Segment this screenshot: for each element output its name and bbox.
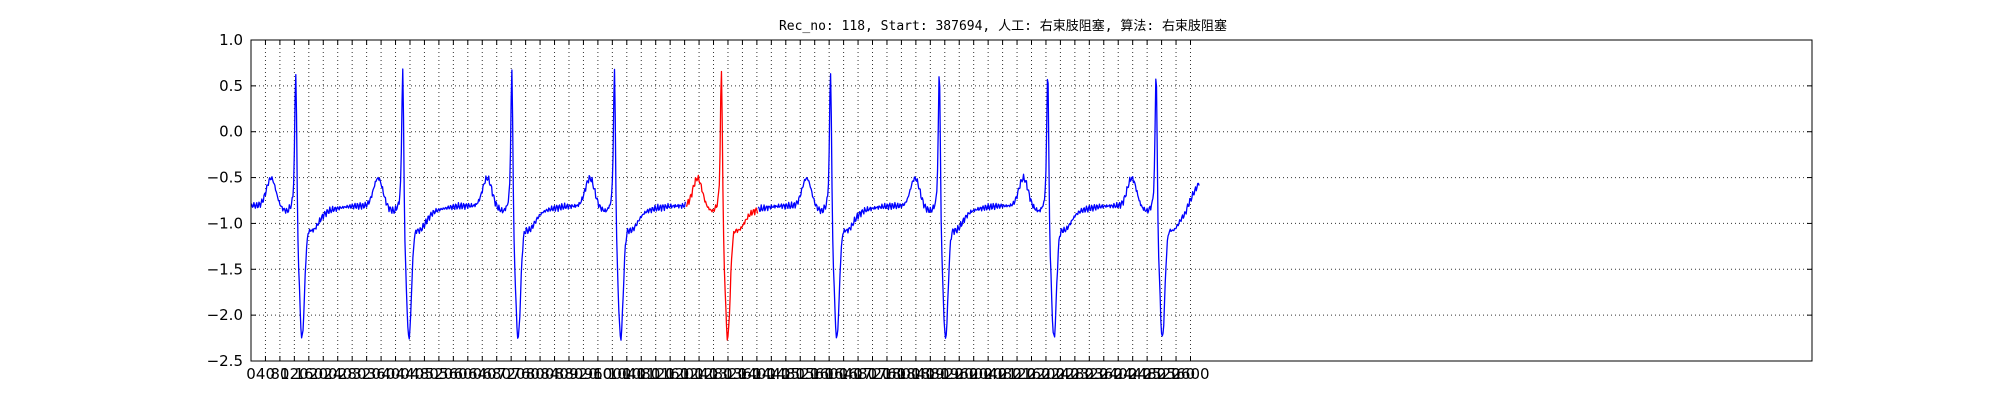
x-tick-label: 2360 (1085, 365, 1123, 383)
x-tick-label: 2320 (1070, 365, 1108, 383)
y-tick-label: 1.0 (219, 31, 243, 49)
x-tick-label: 2560 (1157, 365, 1195, 383)
x-tick-label: 80 (270, 365, 289, 383)
x-tick-label: 120 (280, 365, 309, 383)
x-tick-label: 520 (425, 365, 454, 383)
grid-lines (250, 39, 1812, 362)
x-tick-label: 1480 (767, 365, 805, 383)
x-tick-label: 1840 (897, 365, 935, 383)
x-tick-label: 1040 (608, 365, 646, 383)
x-tick-label: 2280 (1056, 365, 1094, 383)
x-tick-label: 640 (468, 365, 497, 383)
x-tick-label: 1920 (926, 365, 964, 383)
x-tick-label: 2440 (1114, 365, 1152, 383)
x-tick-label: 2600 (1171, 365, 1209, 383)
x-tick-label: 1120 (637, 365, 675, 383)
x-tick-label: 880 (555, 365, 584, 383)
x-tick-label: 720 (497, 365, 526, 383)
x-tick-label: 1680 (839, 365, 877, 383)
x-tick-label: 1720 (853, 365, 891, 383)
x-tick-label: 1200 (666, 365, 704, 383)
x-tick-label: 240 (323, 365, 352, 383)
x-tick-label: 1160 (651, 365, 689, 383)
x-tick-label: 1600 (810, 365, 848, 383)
x-tick-label: 920 (569, 365, 598, 383)
x-tick-label: 2080 (983, 365, 1021, 383)
x-tick-label: 40 (256, 365, 275, 383)
x-tick-label: 1320 (709, 365, 747, 383)
x-tick-label: 1240 (680, 365, 718, 383)
x-tick-label: 1000 (593, 365, 631, 383)
x-tick-label: 960 (584, 365, 613, 383)
x-tick-label: 440 (396, 365, 425, 383)
x-tick-label: 560 (439, 365, 468, 383)
ecg-line-blue (250, 68, 686, 341)
x-tick-label: 2200 (1027, 365, 1065, 383)
x-tick-label: 2520 (1142, 365, 1180, 383)
x-tick-label: 1360 (723, 365, 761, 383)
y-tick-label: −2.0 (207, 306, 243, 324)
y-tick-label: 0.5 (219, 77, 243, 95)
y-axis-ticks: 1.0 0.5 0.0 −0.5 −1.0 −1.5 −2.0 −2.5 (207, 31, 1812, 370)
x-tick-label: 2240 (1041, 365, 1079, 383)
x-tick-label: 1520 (781, 365, 819, 383)
x-tick-label: 2400 (1099, 365, 1137, 383)
x-axis-ticks: 0 408012016020024028032036040044048052056… (246, 40, 1210, 383)
x-tick-label: 680 (482, 365, 511, 383)
x-tick-label: 200 (309, 365, 338, 383)
y-tick-label: 0.0 (219, 123, 243, 141)
x-tick-label: 1960 (940, 365, 978, 383)
x-tick-label: 2040 (969, 365, 1007, 383)
x-tick-label: 1080 (622, 365, 660, 383)
x-tick-label: 360 (367, 365, 396, 383)
x-tick-label: 320 (352, 365, 381, 383)
x-tick-label: 2120 (998, 365, 1036, 383)
chart-title: Rec_no: 118, Start: 387694, 人工: 右束肢阻塞, 算… (779, 18, 1227, 34)
x-tick-label: 600 (453, 365, 482, 383)
x-tick-label: 760 (511, 365, 540, 383)
x-tick-label: 1560 (796, 365, 834, 383)
x-tick-label: 2480 (1128, 365, 1166, 383)
ecg-line-red (685, 70, 759, 341)
x-tick-label: 2160 (1012, 365, 1050, 383)
x-tick-label: 1800 (882, 365, 920, 383)
ecg-line-blue (757, 73, 1200, 339)
x-tick-label: 1640 (825, 365, 863, 383)
ecg-trace (250, 68, 1200, 341)
y-tick-label: −2.5 (207, 352, 243, 370)
x-tick-label: 1760 (868, 365, 906, 383)
x-tick-label: 400 (381, 365, 410, 383)
y-tick-label: −1.0 (207, 214, 243, 232)
x-tick-label: 1880 (911, 365, 949, 383)
x-tick-label: 0 (246, 365, 256, 383)
x-tick-label: 1400 (738, 365, 776, 383)
x-tick-label: 280 (338, 365, 367, 383)
x-tick-label: 1440 (752, 365, 790, 383)
x-tick-label: 800 (526, 365, 555, 383)
x-tick-label: 840 (540, 365, 569, 383)
y-tick-label: −1.5 (207, 260, 243, 278)
x-tick-label: 2000 (955, 365, 993, 383)
x-tick-label: 1280 (694, 365, 732, 383)
x-tick-label: 480 (410, 365, 439, 383)
y-tick-label: −0.5 (207, 169, 243, 187)
x-tick-label: 160 (294, 365, 323, 383)
